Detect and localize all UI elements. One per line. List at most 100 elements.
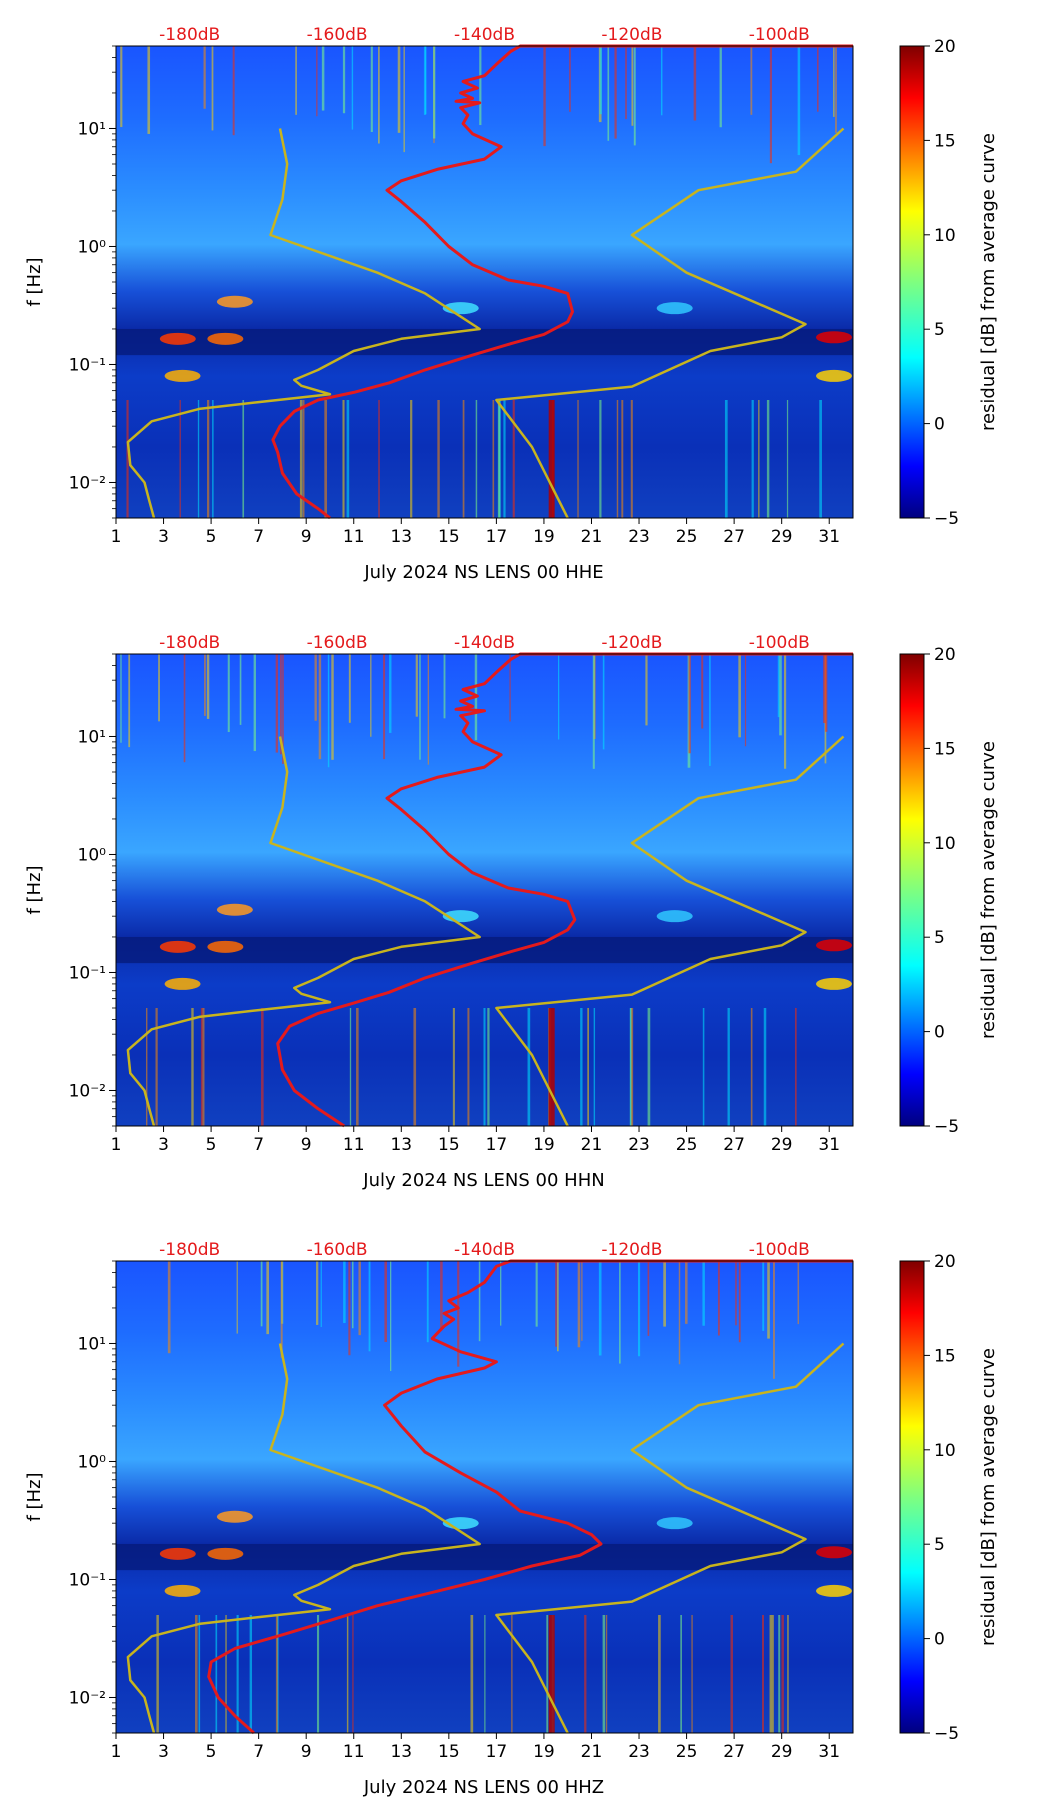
x-axis-ticks: 1 3 5 7 9 11 13 15 17 19 21 23 25 27 29 31 bbox=[111, 518, 840, 547]
colorbar bbox=[899, 653, 925, 1127]
transient-streak bbox=[621, 400, 624, 518]
colorbar-tick-label: −5 bbox=[934, 509, 959, 529]
transient-streak bbox=[383, 654, 386, 760]
x-tick-label: 7 bbox=[253, 1742, 264, 1762]
transient-streak bbox=[691, 1615, 693, 1733]
transient-streak bbox=[351, 1261, 354, 1329]
transient-streak bbox=[658, 1615, 661, 1733]
colorbar-tick-label: 5 bbox=[934, 928, 945, 948]
x-tick-label: 3 bbox=[158, 1135, 169, 1155]
energy-patch bbox=[159, 940, 196, 953]
transient-streak bbox=[158, 654, 160, 722]
y-tick-label: 10⁻¹ bbox=[69, 1570, 106, 1590]
energy-patch bbox=[656, 910, 693, 923]
x-tick-label: 9 bbox=[301, 1135, 312, 1155]
transient-streak bbox=[302, 400, 305, 518]
transient-streak bbox=[352, 1615, 354, 1733]
persistent-line bbox=[548, 400, 555, 518]
low-noise-model-curve bbox=[126, 128, 481, 519]
transient-streak bbox=[198, 1615, 201, 1733]
transient-streak bbox=[348, 654, 351, 723]
y-tick-label: 10¹ bbox=[78, 727, 106, 747]
transient-streak bbox=[769, 1615, 772, 1733]
transient-streak bbox=[295, 46, 297, 115]
transient-streak bbox=[212, 400, 214, 518]
transient-streak bbox=[727, 1008, 730, 1126]
transient-streak bbox=[211, 46, 214, 131]
transient-streak bbox=[320, 1261, 322, 1327]
x-tick-label: 31 bbox=[818, 1742, 840, 1762]
transient-streak bbox=[203, 46, 206, 109]
transient-streak bbox=[440, 1261, 443, 1331]
transient-streak bbox=[701, 654, 704, 729]
transient-streak bbox=[512, 400, 515, 518]
transient-streak bbox=[569, 46, 571, 112]
transient-streak bbox=[195, 1615, 198, 1733]
transient-streak bbox=[346, 400, 350, 518]
y-tick-label: 10¹ bbox=[78, 1334, 106, 1354]
transient-streak bbox=[242, 400, 245, 518]
transient-streak bbox=[200, 1008, 203, 1126]
x-tick-label: 21 bbox=[581, 527, 603, 547]
transient-streak bbox=[351, 46, 354, 130]
colorbar-ticks: −5 0 5 10 15 20 bbox=[924, 37, 959, 529]
x-tick-label: 11 bbox=[343, 1135, 365, 1155]
transient-streak bbox=[678, 1261, 681, 1365]
energy-patch bbox=[159, 332, 196, 345]
transient-streak bbox=[607, 46, 610, 141]
x-tick-label: 27 bbox=[723, 1742, 745, 1762]
top-db-tick-label: -160dB bbox=[307, 25, 368, 45]
x-tick-label: 17 bbox=[486, 1135, 508, 1155]
transient-streak bbox=[577, 400, 579, 518]
transient-streak bbox=[403, 46, 405, 153]
colorbar-tick-label: 15 bbox=[934, 739, 956, 759]
transient-streak bbox=[598, 1261, 602, 1356]
transient-streak bbox=[343, 1261, 346, 1324]
low-noise-model-curve bbox=[126, 1343, 481, 1734]
transient-streak bbox=[660, 46, 663, 116]
x-tick-label: 23 bbox=[628, 1742, 650, 1762]
x-tick-label: 31 bbox=[818, 1135, 840, 1155]
colorbar-tick-label: 0 bbox=[934, 415, 945, 435]
transient-streak bbox=[771, 1615, 774, 1733]
transient-streak bbox=[197, 400, 200, 518]
transient-streak bbox=[630, 1008, 634, 1126]
energy-patch bbox=[815, 977, 852, 990]
x-tick-label: 11 bbox=[343, 1742, 365, 1762]
transient-streak bbox=[266, 1261, 269, 1335]
colorbar bbox=[899, 1260, 925, 1734]
transient-streak bbox=[423, 46, 426, 115]
x-axis-label: July 2024 NS LENS 00 HHN bbox=[362, 1170, 604, 1191]
average-psd-curve bbox=[271, 44, 853, 520]
transient-streak bbox=[777, 654, 780, 718]
transient-streak bbox=[282, 654, 284, 764]
transient-streak bbox=[280, 1261, 283, 1358]
transient-streak bbox=[120, 654, 122, 743]
y-tick-label: 10⁰ bbox=[78, 1452, 107, 1472]
transient-streak bbox=[487, 1008, 490, 1126]
transient-streak bbox=[378, 400, 380, 518]
energy-patch bbox=[656, 1517, 693, 1530]
transient-streak bbox=[327, 654, 330, 768]
transient-streak bbox=[475, 400, 478, 518]
transient-streak bbox=[324, 400, 328, 518]
transient-streak bbox=[503, 400, 506, 518]
x-tick-label: 25 bbox=[676, 1742, 698, 1762]
colorbar-ticks: −5 0 5 10 15 20 bbox=[924, 645, 959, 1137]
top-db-tick-label: -180dB bbox=[159, 633, 220, 653]
x-tick-label: 17 bbox=[486, 1742, 508, 1762]
transient-streak bbox=[787, 1615, 789, 1733]
transient-streak bbox=[786, 400, 789, 518]
transient-streak bbox=[368, 1261, 371, 1352]
x-tick-label: 15 bbox=[438, 1135, 460, 1155]
transient-streak bbox=[758, 400, 760, 518]
transient-streak bbox=[663, 1261, 666, 1327]
noise-curves bbox=[126, 652, 853, 1128]
transient-streak bbox=[762, 1261, 765, 1331]
transient-streak bbox=[751, 400, 754, 518]
energy-patch bbox=[207, 332, 244, 345]
colorbar-tick-label: 15 bbox=[934, 131, 956, 151]
transient-streak bbox=[580, 1008, 583, 1126]
transient-streak bbox=[410, 400, 413, 518]
top-db-tick-label: -100dB bbox=[749, 1240, 810, 1260]
